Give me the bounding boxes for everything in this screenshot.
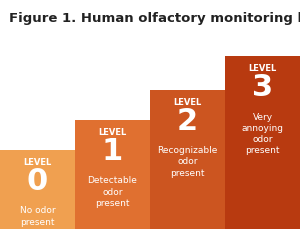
Text: 2: 2 bbox=[177, 107, 198, 136]
Text: 3: 3 bbox=[252, 73, 273, 102]
Text: LEVEL: LEVEL bbox=[248, 64, 277, 73]
Text: LEVEL: LEVEL bbox=[173, 98, 202, 106]
Text: Detectable
odor
present: Detectable odor present bbox=[88, 176, 137, 208]
Text: Very
annoying
odor
present: Very annoying odor present bbox=[242, 113, 284, 155]
Text: No odor
present: No odor present bbox=[20, 207, 55, 226]
Bar bbox=[0, 150, 75, 229]
Text: LEVEL: LEVEL bbox=[98, 128, 127, 137]
Text: 0: 0 bbox=[27, 167, 48, 196]
Bar bbox=[225, 56, 300, 229]
Text: Figure 1. Human olfactory monitoring levels: Figure 1. Human olfactory monitoring lev… bbox=[9, 12, 300, 25]
Text: Recognizable
odor
present: Recognizable odor present bbox=[157, 146, 218, 177]
Text: LEVEL: LEVEL bbox=[23, 158, 52, 167]
Bar bbox=[75, 120, 150, 229]
Text: 1: 1 bbox=[102, 137, 123, 166]
Bar bbox=[150, 90, 225, 229]
